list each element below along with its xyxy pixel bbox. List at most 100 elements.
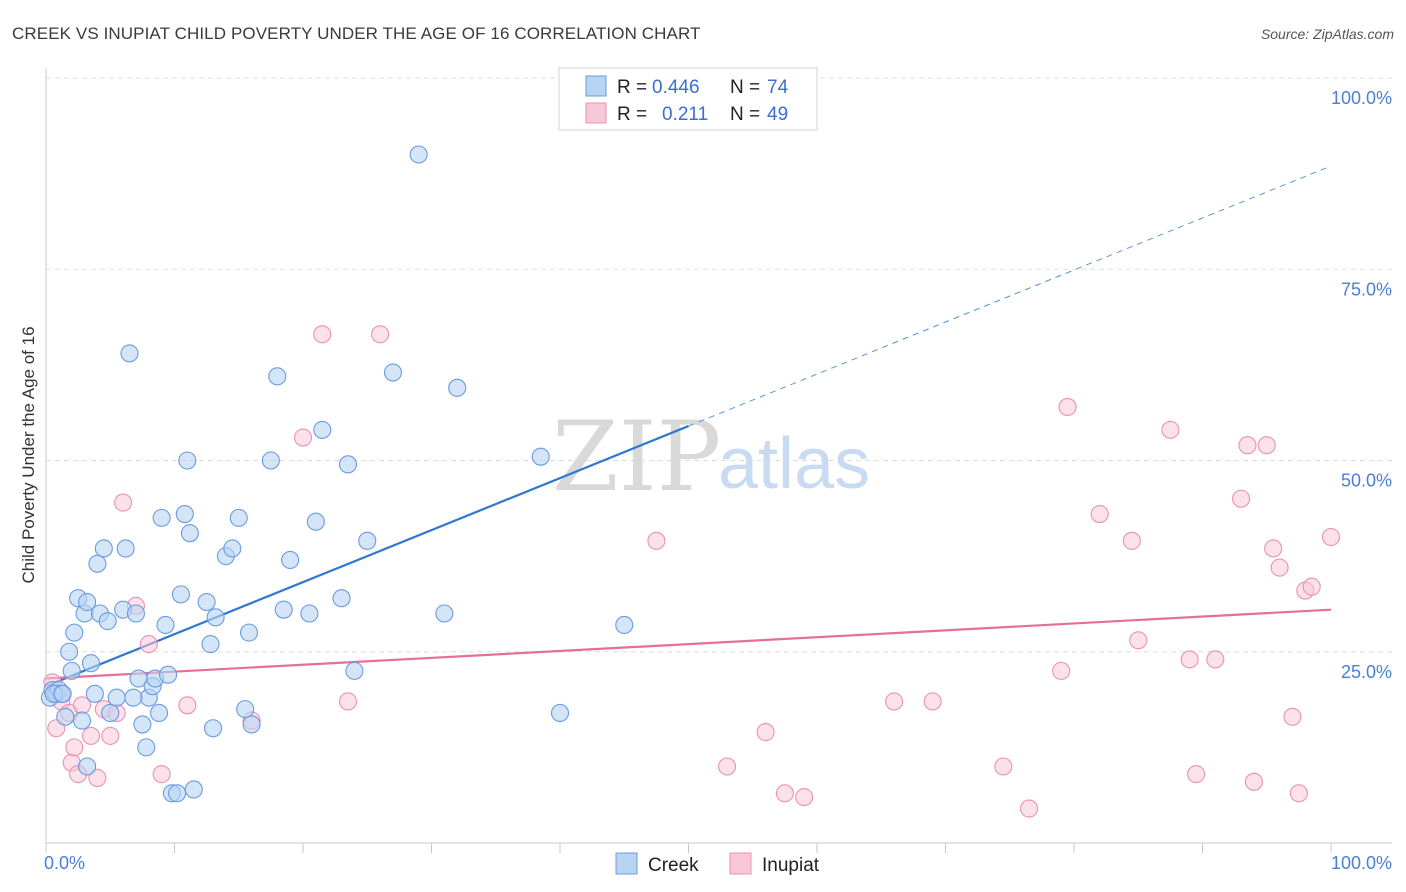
inupiat-point: [994, 757, 1013, 776]
creek-point: [120, 344, 139, 363]
creek-point: [531, 447, 550, 466]
creek-point: [242, 715, 261, 734]
creek-point: [229, 508, 248, 527]
chart-title: CREEK VS INUPIAT CHILD POVERTY UNDER THE…: [12, 24, 701, 43]
source-credit: Source: ZipAtlas.com: [1261, 26, 1394, 42]
creek-trend-extension: [688, 165, 1332, 427]
creek-point: [178, 451, 197, 470]
inupiat-point: [1187, 765, 1206, 784]
inupiat-point: [923, 692, 942, 711]
creek-point: [448, 378, 467, 397]
grid-lines: [46, 77, 1392, 653]
creek-point: [306, 512, 325, 531]
legend-r-label-creek: R =: [617, 77, 647, 98]
creek-point: [615, 615, 634, 635]
creek-point: [72, 711, 92, 730]
creek-point: [274, 600, 293, 619]
inupiat-point: [1244, 772, 1263, 791]
inupiat-point: [1090, 504, 1109, 524]
y-tick-label: 100.0%: [1331, 88, 1392, 108]
creek-point: [204, 719, 223, 738]
inupiat-point: [1270, 558, 1289, 577]
creek-point: [85, 684, 104, 703]
legend: R = 0.446 N = 74 R = 0.211 N = 49: [558, 67, 818, 131]
watermark-zip: ZIP: [552, 401, 721, 513]
watermark-atlas: atlas: [718, 424, 870, 504]
creek-point: [358, 531, 377, 550]
inupiat-point: [1257, 436, 1276, 455]
creek-point: [223, 539, 242, 558]
inupiat-point: [1019, 799, 1039, 818]
axes: [45, 68, 1392, 853]
legend-r-value-inupiat: 0.211: [662, 104, 708, 125]
creek-point: [94, 539, 113, 558]
inupiat-point: [139, 635, 158, 654]
creek-point: [332, 589, 351, 608]
legend-swatch-creek: [585, 75, 607, 97]
creek-point: [78, 592, 97, 612]
creek-point: [168, 784, 187, 803]
inupiat-point: [1052, 661, 1071, 680]
creek-point: [435, 604, 454, 623]
bottom-legend-label-inupiat: Inupiat: [762, 855, 820, 876]
legend-swatch-inupiat: [585, 102, 607, 124]
creek-point: [300, 604, 319, 623]
creek-point: [281, 550, 300, 570]
y-tick-label: 75.0%: [1341, 279, 1392, 299]
creek-point: [156, 615, 175, 635]
creek-point: [56, 707, 75, 726]
inupiat-point: [1161, 420, 1180, 439]
inupiat-point: [1289, 784, 1308, 803]
creek-point: [175, 504, 194, 524]
bottom-legend-swatch-inupiat: [729, 852, 752, 875]
creek-point: [62, 661, 81, 680]
trend-lines: [45, 165, 1332, 688]
inupiat-point: [293, 428, 313, 447]
creek-point: [101, 703, 120, 723]
bottom-legend-swatch-creek: [615, 852, 638, 875]
inupiat-point: [1206, 650, 1225, 669]
y-tick-label: 50.0%: [1341, 471, 1392, 491]
bottom-legend: Creek Inupiat: [615, 852, 820, 876]
inupiat-point: [647, 531, 666, 550]
creek-point: [184, 780, 203, 799]
creek-point: [60, 642, 79, 661]
inupiat-point: [1302, 577, 1321, 596]
inupiat-point: [65, 738, 84, 757]
creek-point: [550, 703, 570, 723]
inupiat-point: [885, 692, 904, 711]
creek-point: [126, 604, 145, 623]
inupiat-point: [1058, 397, 1077, 417]
y-axis-label: Child Poverty Under the Age of 16: [19, 326, 38, 583]
inupiat-point: [152, 765, 171, 784]
inupiat-point: [717, 757, 737, 776]
creek-point: [383, 363, 403, 382]
x-tick-label: 0.0%: [44, 853, 85, 873]
creek-point: [409, 145, 428, 164]
inupiat-point: [101, 726, 120, 745]
inupiat-point: [1238, 436, 1257, 455]
x-tick-labels: 0.0% 100.0%: [44, 853, 1392, 873]
inupiat-point: [178, 696, 197, 715]
creek-point: [201, 635, 220, 654]
legend-n-value-inupiat: 49: [767, 104, 788, 125]
creek-point: [152, 508, 171, 527]
inupiat-point: [114, 493, 133, 512]
bottom-legend-label-creek: Creek: [648, 855, 699, 876]
legend-n-value-creek: 74: [767, 77, 789, 98]
creek-point: [206, 608, 225, 627]
y-tick-labels: 25.0% 50.0% 75.0% 100.0%: [1331, 88, 1392, 682]
creek-point: [107, 688, 126, 707]
creek-point: [261, 451, 280, 470]
legend-n-label-creek: N =: [730, 77, 760, 98]
watermark: ZIP atlas: [552, 401, 870, 513]
creek-point: [81, 654, 101, 673]
inupiat-point: [1321, 527, 1341, 547]
creek-point: [345, 661, 364, 680]
creek-point: [53, 684, 72, 703]
creek-point: [137, 738, 156, 757]
inupiat-point: [756, 723, 775, 742]
creek-point: [239, 623, 259, 642]
inupiat-point: [795, 788, 814, 807]
inupiat-point: [338, 692, 358, 711]
